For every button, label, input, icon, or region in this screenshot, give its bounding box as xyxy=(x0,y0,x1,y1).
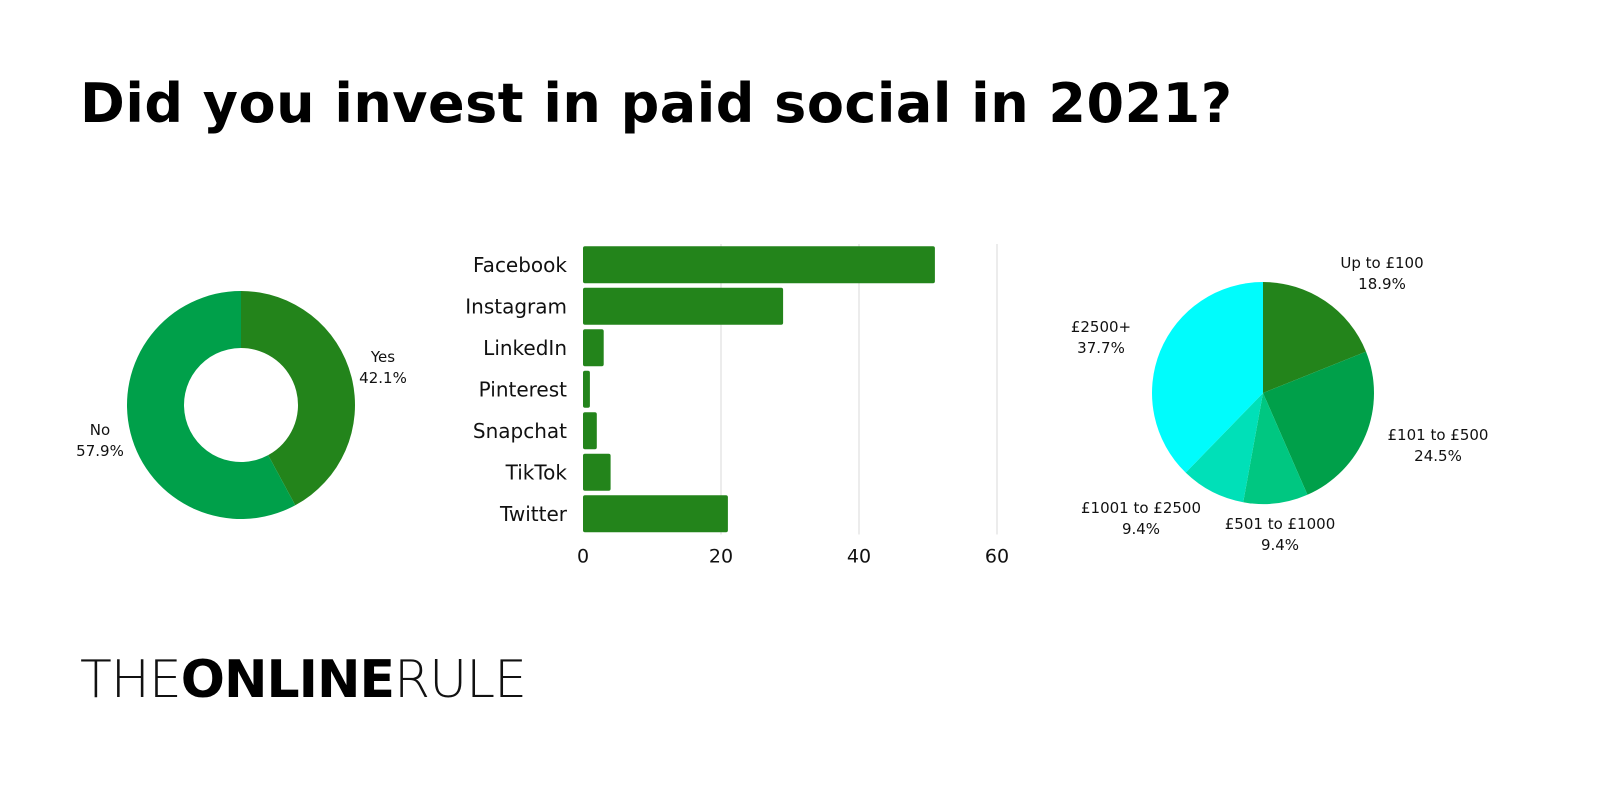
bar-twitter xyxy=(583,495,728,533)
bar-tick-40: 40 xyxy=(847,546,871,568)
pie-slice-101-to-500 xyxy=(1263,351,1374,495)
pie-value-2500: 37.7% xyxy=(1077,339,1125,357)
bar-label-snapchat: Snapchat xyxy=(473,419,567,443)
brand-logo: THEONLINERULE xyxy=(80,650,527,710)
bar-label-pinterest: Pinterest xyxy=(479,377,568,401)
pie-slice-2500 xyxy=(1152,282,1263,473)
brand-logo-rule: RULE xyxy=(393,650,527,710)
bar-label-linkedin: LinkedIn xyxy=(483,336,567,360)
donut-label-yes: Yes xyxy=(370,348,395,366)
bar-tiktok xyxy=(583,453,611,491)
pie-slice-501-to-1000 xyxy=(1243,393,1308,505)
pie-value-501-to-1000: 9.4% xyxy=(1261,536,1299,554)
bar-chart: 0 20 40 60 Facebook Instagram LinkedIn Pinteres… xyxy=(465,244,1009,568)
bar-label-tiktok: TikTok xyxy=(505,460,568,484)
bar-instagram xyxy=(583,287,784,325)
pie-value-101-to-500: 24.5% xyxy=(1414,447,1462,465)
bar-facebook xyxy=(583,246,935,284)
pie-value-1001-to-2500: 9.4% xyxy=(1122,520,1160,538)
bar-linkedin xyxy=(583,329,604,367)
donut-value-yes: 42.1% xyxy=(359,369,407,387)
brand-logo-online: ONLINE xyxy=(180,650,395,710)
pie-label-2500: £2500+ xyxy=(1071,318,1131,336)
brand-logo-the: THE xyxy=(80,650,182,710)
bar-label-instagram: Instagram xyxy=(465,294,567,318)
bar-label-facebook: Facebook xyxy=(473,253,567,277)
bar-pinterest xyxy=(583,370,590,408)
pie-label-up-to-100: Up to £100 xyxy=(1340,254,1423,272)
donut-slice-yes xyxy=(241,291,356,506)
bar-label-twitter: Twitter xyxy=(499,502,568,526)
pie-label-101-to-500: £101 to £500 xyxy=(1388,426,1489,444)
pie-slice-1001-to-2500 xyxy=(1185,393,1263,503)
donut-slice-no xyxy=(127,291,296,519)
bar-tick-0: 0 xyxy=(577,546,589,568)
donut-value-no: 57.9% xyxy=(76,442,124,460)
bar-snapchat xyxy=(583,412,597,450)
pie-value-up-to-100: 18.9% xyxy=(1358,275,1406,293)
bar-tick-60: 60 xyxy=(985,546,1009,568)
pie-label-501-to-1000: £501 to £1000 xyxy=(1225,515,1336,533)
pie-chart: Up to £100 18.9% £101 to £500 24.5% £501 to … xyxy=(1071,254,1489,554)
page-title: Did you invest in paid social in 2021? xyxy=(80,72,1233,135)
donut-chart: Yes 42.1% No 57.9% xyxy=(76,291,407,519)
pie-slice-up-to-100 xyxy=(1263,282,1366,393)
pie-label-1001-to-2500: £1001 to £2500 xyxy=(1081,499,1201,517)
donut-label-no: No xyxy=(90,421,110,439)
bar-tick-20: 20 xyxy=(709,546,733,568)
